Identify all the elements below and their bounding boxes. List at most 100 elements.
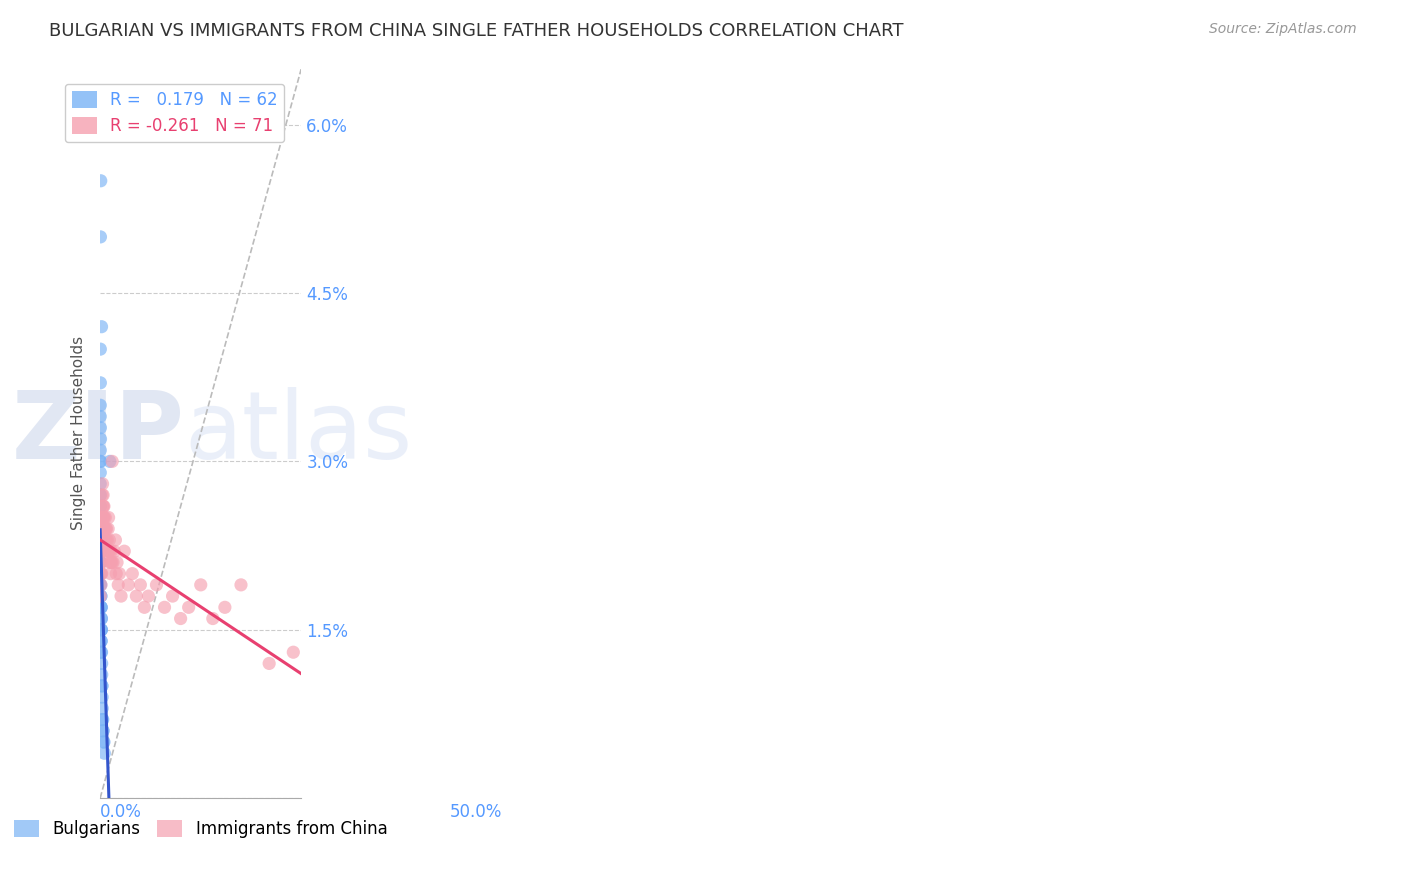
Text: ZIP: ZIP — [11, 387, 184, 479]
Point — [108, 566, 131, 581]
Point — [89, 500, 111, 514]
Point — [257, 657, 280, 671]
Point — [91, 510, 114, 524]
Point — [98, 556, 121, 570]
Point — [89, 510, 111, 524]
Point — [93, 510, 115, 524]
Point — [90, 634, 112, 648]
Point — [190, 578, 212, 592]
Point — [89, 522, 111, 536]
Point — [93, 522, 115, 536]
Point — [90, 578, 112, 592]
Point — [100, 544, 122, 558]
Point — [89, 342, 111, 356]
Point — [104, 533, 127, 547]
Point — [93, 522, 115, 536]
Point — [100, 556, 122, 570]
Point — [91, 723, 114, 738]
Point — [91, 679, 114, 693]
Point — [89, 230, 111, 244]
Point — [94, 533, 117, 547]
Point — [91, 701, 114, 715]
Point — [107, 578, 129, 592]
Point — [89, 533, 111, 547]
Text: 0.0%: 0.0% — [100, 804, 142, 822]
Point — [93, 735, 115, 749]
Point — [90, 544, 112, 558]
Point — [89, 566, 111, 581]
Point — [283, 645, 305, 659]
Point — [89, 566, 111, 581]
Point — [91, 713, 114, 727]
Point — [129, 578, 152, 592]
Point — [89, 522, 111, 536]
Point — [91, 488, 114, 502]
Point — [89, 466, 111, 480]
Point — [89, 578, 111, 592]
Point — [90, 634, 112, 648]
Point — [91, 690, 114, 705]
Point — [90, 611, 112, 625]
Text: atlas: atlas — [184, 387, 413, 479]
Point — [89, 421, 111, 435]
Point — [89, 544, 111, 558]
Point — [90, 611, 112, 625]
Point — [214, 600, 236, 615]
Point — [90, 657, 112, 671]
Point — [98, 544, 121, 558]
Point — [97, 510, 120, 524]
Point — [101, 556, 124, 570]
Point — [89, 409, 111, 424]
Point — [89, 376, 111, 390]
Point — [97, 544, 120, 558]
Point — [90, 589, 112, 603]
Point — [90, 544, 112, 558]
Point — [90, 556, 112, 570]
Point — [98, 544, 121, 558]
Point — [89, 566, 111, 581]
Point — [90, 667, 112, 681]
Point — [91, 533, 114, 547]
Point — [153, 600, 176, 615]
Point — [229, 578, 252, 592]
Point — [138, 589, 160, 603]
Point — [112, 544, 135, 558]
Point — [101, 556, 124, 570]
Point — [89, 454, 111, 468]
Point — [90, 645, 112, 659]
Point — [89, 432, 111, 446]
Point — [90, 522, 112, 536]
Point — [93, 735, 115, 749]
Point — [89, 488, 111, 502]
Point — [96, 533, 118, 547]
Point — [134, 600, 156, 615]
Point — [90, 174, 112, 188]
Point — [105, 566, 128, 581]
Point — [90, 645, 112, 659]
Point — [89, 556, 111, 570]
Point — [89, 510, 111, 524]
Point — [91, 488, 114, 502]
Point — [201, 611, 224, 625]
Point — [89, 556, 111, 570]
Point — [96, 522, 118, 536]
Point — [89, 443, 111, 458]
Point — [89, 488, 111, 502]
Point — [93, 746, 115, 760]
Point — [90, 679, 112, 693]
Point — [90, 589, 112, 603]
Point — [89, 578, 111, 592]
Point — [96, 544, 118, 558]
Point — [177, 600, 200, 615]
Point — [91, 522, 114, 536]
Point — [90, 600, 112, 615]
Point — [90, 319, 112, 334]
Legend: Bulgarians, Immigrants from China: Bulgarians, Immigrants from China — [7, 813, 394, 845]
Point — [93, 510, 115, 524]
Point — [89, 556, 111, 570]
Point — [89, 476, 111, 491]
Point — [98, 533, 121, 547]
Point — [162, 589, 184, 603]
Point — [169, 611, 191, 625]
Text: BULGARIAN VS IMMIGRANTS FROM CHINA SINGLE FATHER HOUSEHOLDS CORRELATION CHART: BULGARIAN VS IMMIGRANTS FROM CHINA SINGL… — [49, 22, 904, 40]
